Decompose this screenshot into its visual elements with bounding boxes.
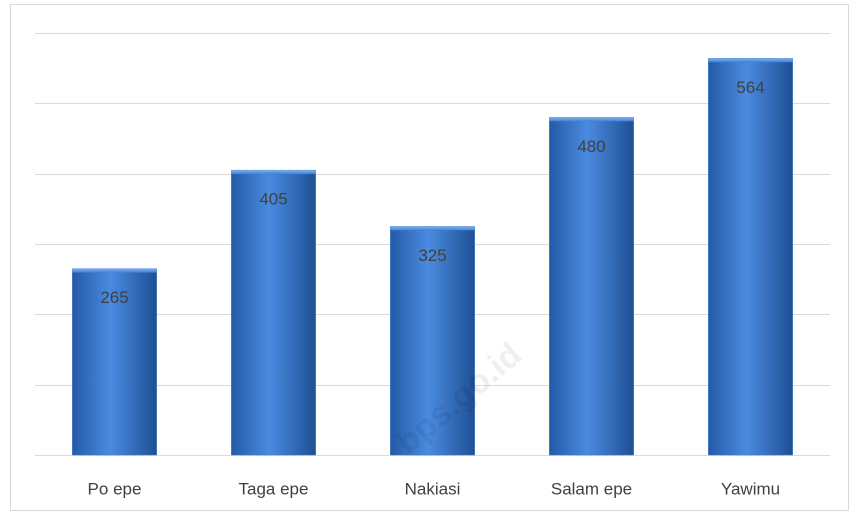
x-tick-label: Nakiasi xyxy=(405,479,461,498)
bar xyxy=(708,58,793,456)
x-tick-label: Yawimu xyxy=(721,479,780,498)
data-label: 480 xyxy=(577,137,605,156)
bar-highlight xyxy=(390,226,475,231)
bar xyxy=(231,169,316,456)
data-label: 405 xyxy=(259,190,287,209)
data-label: 325 xyxy=(418,246,446,265)
bar xyxy=(72,268,157,456)
data-label: 265 xyxy=(100,288,128,307)
bar-highlight xyxy=(549,117,634,122)
x-tick-label: Taga epe xyxy=(239,479,309,498)
grid xyxy=(35,33,830,456)
bar-highlight xyxy=(231,170,316,175)
bar xyxy=(390,226,475,456)
x-tick-label: Salam epe xyxy=(551,479,632,498)
bar-highlight xyxy=(72,268,157,273)
x-tick-label: Po epe xyxy=(88,479,142,498)
bar-highlight xyxy=(708,58,793,63)
data-label: 564 xyxy=(736,78,764,97)
bars: 265 405 325 480 564 xyxy=(72,58,793,456)
bar xyxy=(549,117,634,456)
